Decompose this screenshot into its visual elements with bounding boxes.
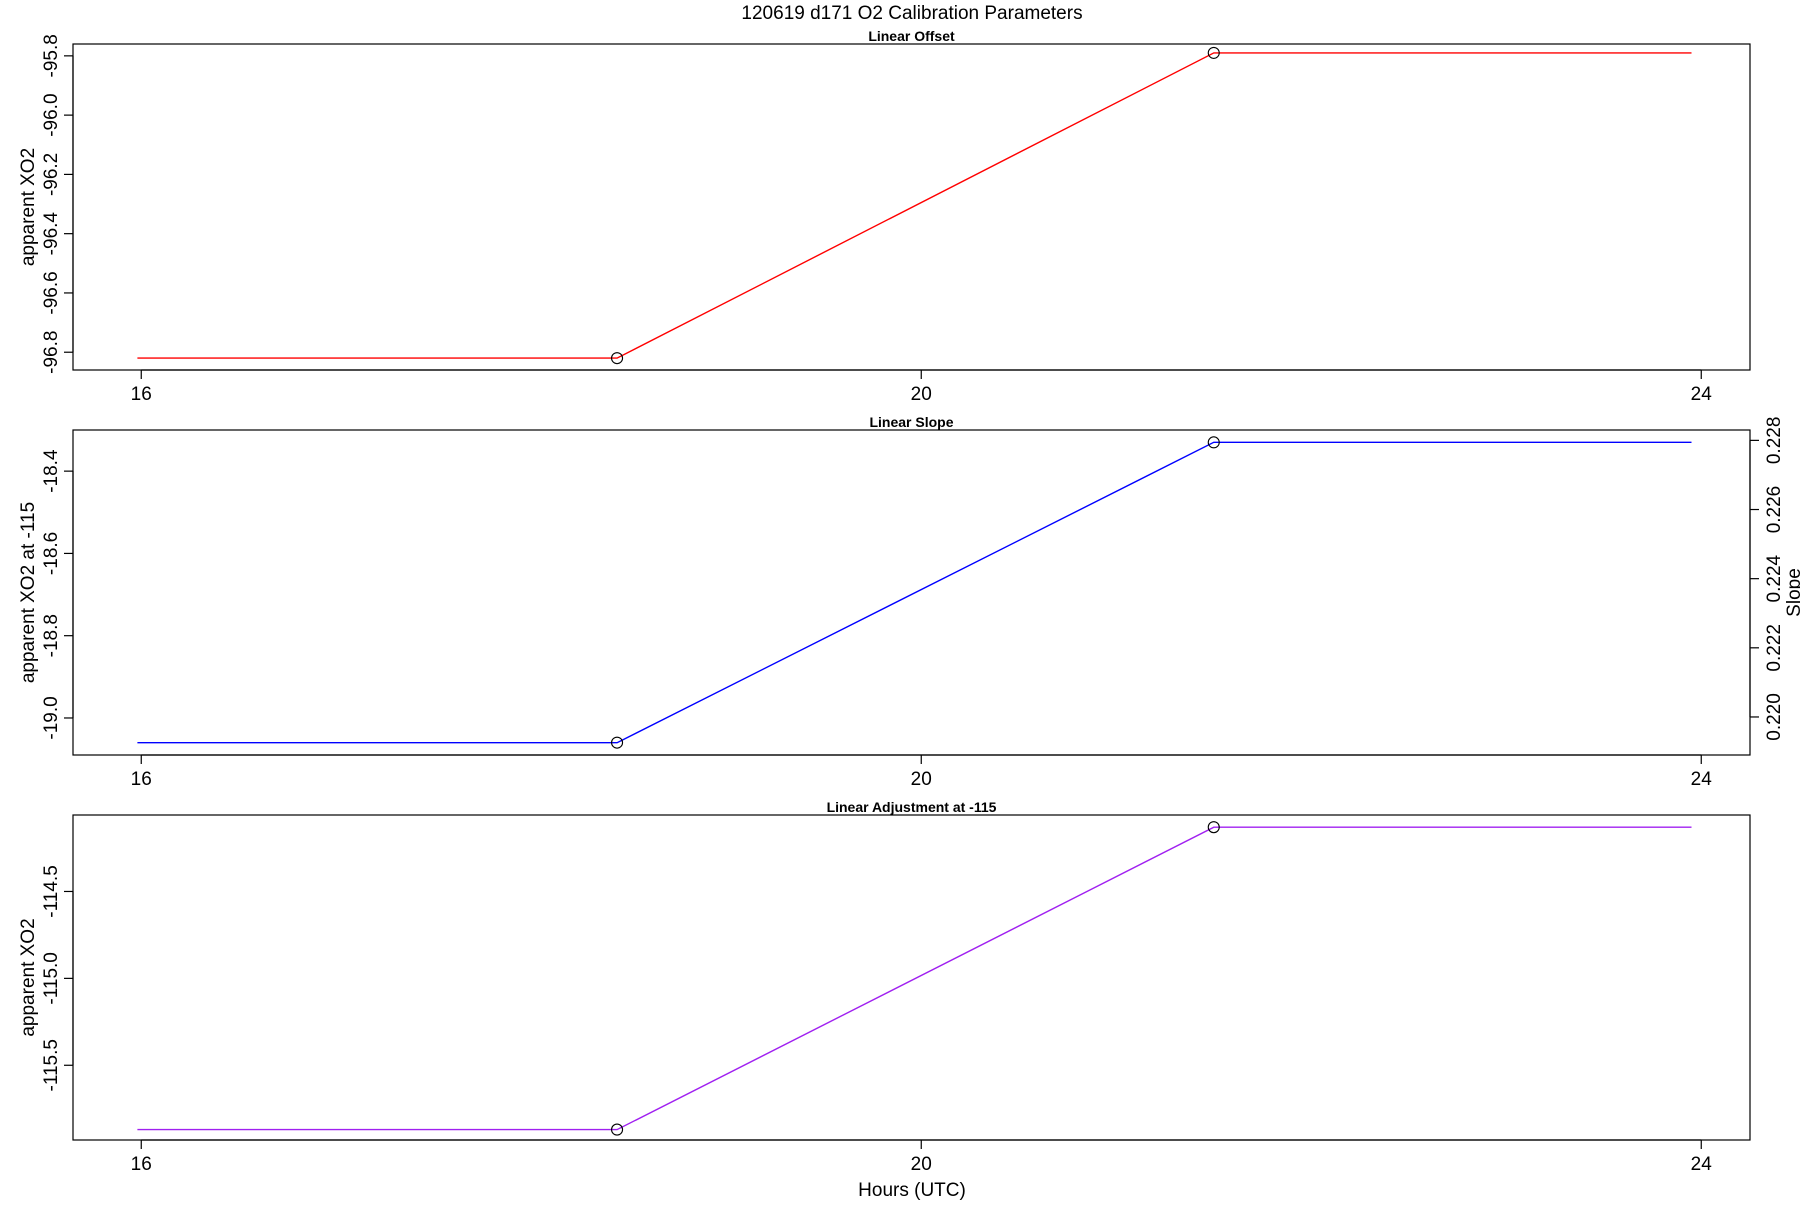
y-tick-label: -96.2 [41,153,62,196]
data-point-marker [1207,46,1220,59]
y-tick-label: -19.0 [41,696,62,739]
x-tick-label: 24 [1691,769,1713,790]
y-tick-label: -96.8 [41,331,62,374]
y-tick-label: -18.8 [41,614,62,657]
y-tick-label: -95.8 [41,34,62,77]
panel-linear-adjustment-at-115: Linear Adjustment at -115 16 20 24 -115.5 -11… [18,799,1751,1175]
x-tick-label: 24 [1691,1154,1713,1175]
panel-title: Linear Slope [869,414,953,430]
data-point-marker [1207,821,1220,834]
data-point-marker [610,1123,624,1136]
y-right-tick-label: 0.228 [1764,417,1785,465]
data-point-marker [610,352,624,365]
y-right-axis-label: Slope [1784,568,1800,617]
series-line [137,826,1692,1131]
y-right-tick-label: 0.226 [1764,486,1785,534]
y-tick-label: -96.0 [41,93,62,136]
x-tick-label: 20 [911,384,932,405]
figure-title: 120619 d171 O2 Calibration Parameters [741,3,1082,24]
y-right-tick-label: 0.222 [1764,624,1785,672]
x-tick-label: 16 [131,384,152,405]
panel-title: Linear Offset [868,28,955,44]
y-tick-label: -115.0 [41,952,62,1004]
y-tick-label: -114.5 [41,865,62,917]
y-tick-label: -18.6 [41,532,62,575]
x-tick-label: 16 [131,1154,152,1175]
x-tick-label: 24 [1691,384,1713,405]
x-tick-label: 20 [911,1154,932,1175]
series-line [137,441,1692,744]
series-line [137,52,1692,359]
y-axis-label: apparent XO2 [18,918,39,1036]
y-tick-label: -18.4 [41,449,62,493]
y-axis-label: apparent XO2 [18,148,39,266]
y-tick-label: -96.6 [41,271,62,314]
panel-linear-offset: Linear Offset 16 20 24 -96.8 -96.6 -96.4 -96.2 -… [18,28,1751,405]
y-tick-label: -96.4 [41,212,62,256]
y-tick-label: -115.5 [41,1039,62,1091]
data-point-marker [1207,436,1220,449]
panels-group: Linear Offset 16 20 24 -96.8 -96.6 -96.4 -96.2 -… [18,28,1800,1175]
panel-linear-slope: Linear Slope 16 20 24 -19.0 -18.8 -18.6 -18.4ap… [18,414,1800,790]
y-axis-label: apparent XO2 at -115 [18,502,39,683]
panel-title: Linear Adjustment at -115 [827,799,997,815]
plot-frame [72,814,1751,1141]
x-tick-label: 16 [131,769,152,790]
data-point-marker [610,736,624,749]
y-right-tick-label: 0.220 [1764,693,1785,741]
x-tick-label: 20 [911,769,932,790]
y-right-tick-label: 0.224 [1764,554,1785,602]
plot-frame [72,429,1751,756]
x-axis-label: Hours (UTC) [858,1180,966,1200]
